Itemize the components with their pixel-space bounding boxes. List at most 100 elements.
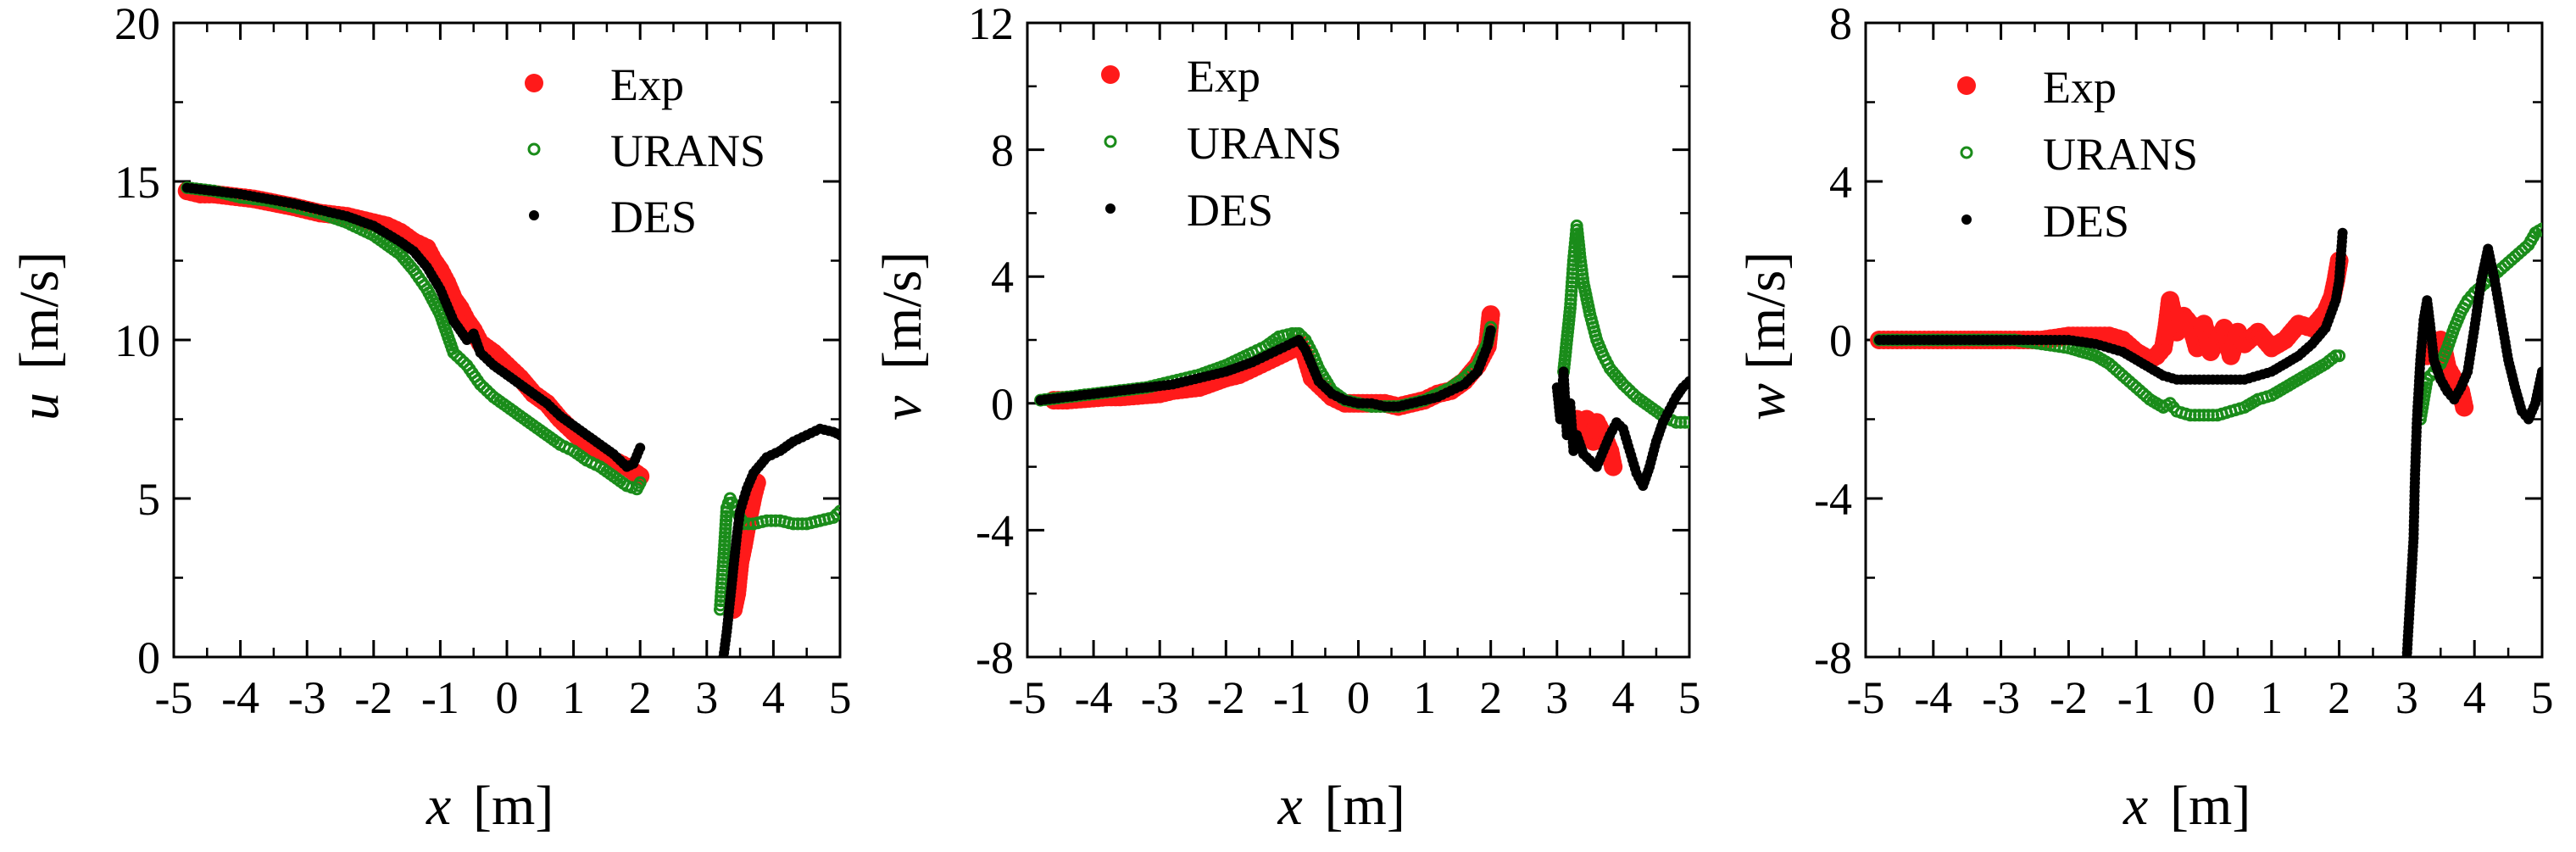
legend: Exp URANS DES bbox=[1957, 62, 2198, 247]
data-point bbox=[1485, 325, 1496, 336]
x-tick-label: -5 bbox=[1009, 672, 1047, 723]
data-point bbox=[1669, 415, 1683, 429]
y-tick-label: 0 bbox=[991, 379, 1014, 430]
data-point bbox=[833, 504, 840, 518]
x-axis-title: x [m] bbox=[426, 775, 554, 837]
x-tick-label: 1 bbox=[1413, 672, 1436, 723]
series-exp bbox=[177, 181, 766, 619]
x-axis-unit: [m] bbox=[2170, 775, 2251, 837]
data-point bbox=[717, 543, 731, 556]
y-axis-unit: [m/s] bbox=[8, 252, 70, 370]
x-tick-label: 5 bbox=[829, 672, 852, 723]
y-tick-label: 0 bbox=[1829, 315, 1852, 366]
x-tick-label: 4 bbox=[762, 672, 785, 723]
x-tick-label: 0 bbox=[496, 672, 519, 723]
data-point bbox=[1481, 305, 1500, 325]
x-tick-label: 2 bbox=[1479, 672, 1502, 723]
data-point bbox=[633, 476, 647, 489]
data-point bbox=[716, 564, 730, 577]
legend: Exp URANS DES bbox=[525, 59, 765, 242]
chart-w-velocity: w [m/s] x [m] Exp URANS DES -5 -4 -3 -2 -1 0 1… bbox=[1735, 0, 2554, 837]
y-axis-unit: [m/s] bbox=[871, 252, 933, 370]
data-point bbox=[715, 568, 729, 582]
x-tick-label: 3 bbox=[1545, 672, 1568, 723]
legend-marker-des bbox=[1961, 214, 1972, 225]
legend: Exp URANS DES bbox=[1101, 51, 1342, 236]
x-tick-label: 5 bbox=[2531, 672, 2554, 723]
data-point bbox=[480, 384, 493, 398]
x-tick-label: 2 bbox=[2328, 672, 2351, 723]
data-point bbox=[453, 352, 467, 365]
y-axis-symbol: u bbox=[8, 393, 70, 420]
plot-frame bbox=[1026, 21, 1691, 659]
x-tick-label: -1 bbox=[2117, 672, 2156, 723]
data-point bbox=[1674, 415, 1688, 429]
data-point bbox=[1564, 298, 1577, 310]
data-point bbox=[1623, 384, 1637, 398]
data-point bbox=[716, 560, 730, 573]
x-tick-label: -4 bbox=[221, 672, 259, 723]
legend-marker-exp bbox=[525, 74, 543, 92]
y-axis-title: w [m/s] bbox=[1735, 252, 1797, 420]
legend-label-exp: Exp bbox=[1187, 51, 1260, 102]
series-des bbox=[181, 182, 840, 657]
data-point bbox=[719, 518, 732, 532]
x-axis-unit: [m] bbox=[473, 775, 554, 837]
data-point bbox=[717, 551, 731, 565]
y-tick-label: 10 bbox=[114, 315, 160, 366]
data-point bbox=[1683, 415, 1689, 429]
chart-v-velocity: v [m/s] x [m] Exp URANS DES -5 -4 -3 -2 -1 0 1… bbox=[871, 0, 1701, 837]
data-point bbox=[2537, 366, 2542, 377]
legend-label-urans: URANS bbox=[610, 125, 765, 176]
plot-area bbox=[1034, 219, 1689, 491]
legend-label-urans: URANS bbox=[2043, 129, 2198, 180]
data-point bbox=[720, 514, 732, 527]
data-point bbox=[1565, 280, 1578, 293]
data-point bbox=[719, 526, 732, 540]
data-point bbox=[2333, 349, 2346, 363]
data-point bbox=[1566, 276, 1578, 289]
data-point bbox=[1684, 376, 1689, 387]
y-tick-label: -4 bbox=[976, 505, 1014, 556]
y-tick-label: 5 bbox=[137, 474, 160, 525]
data-point bbox=[1604, 457, 1623, 476]
data-point bbox=[2535, 222, 2542, 236]
y-tick-label: 8 bbox=[991, 125, 1014, 176]
y-axis-symbol: v bbox=[871, 395, 933, 420]
chart-u-velocity: u [m/s] x [m] Exp URANS DES -5 -4 -3 -2 -1 0 1… bbox=[8, 0, 852, 837]
x-tick-label: 5 bbox=[1678, 672, 1701, 723]
x-tick-label: -2 bbox=[1207, 672, 1245, 723]
legend-label-des: DES bbox=[2043, 196, 2129, 247]
y-axis-title: v [m/s] bbox=[871, 252, 933, 420]
y-tick-label: 12 bbox=[968, 0, 1014, 49]
data-point bbox=[2337, 227, 2348, 238]
x-axis-symbol: x bbox=[2123, 775, 2148, 837]
series-des bbox=[1874, 227, 2542, 657]
data-point bbox=[1678, 415, 1689, 429]
legend-marker-exp bbox=[1957, 76, 1976, 95]
data-point bbox=[719, 522, 732, 536]
legend-label-exp: Exp bbox=[2043, 62, 2117, 113]
data-point bbox=[635, 443, 646, 454]
data-point bbox=[1564, 292, 1577, 306]
y-axis-unit: [m/s] bbox=[1735, 252, 1797, 370]
y-tick-label: 0 bbox=[137, 632, 160, 683]
series-des bbox=[1035, 325, 1689, 491]
x-tick-label: -3 bbox=[1141, 672, 1179, 723]
x-tick-label: -3 bbox=[288, 672, 326, 723]
data-point bbox=[2455, 398, 2474, 417]
data-point bbox=[835, 430, 840, 441]
legend-marker-des bbox=[1105, 203, 1116, 214]
y-tick-label: 4 bbox=[1829, 157, 1852, 208]
x-tick-label: -2 bbox=[354, 672, 392, 723]
x-tick-label: 3 bbox=[2395, 672, 2418, 723]
x-tick-label: 1 bbox=[2260, 672, 2283, 723]
x-tick-label: -1 bbox=[1273, 672, 1311, 723]
legend-marker-des bbox=[529, 210, 539, 220]
data-point bbox=[1565, 288, 1577, 302]
y-tick-label: 20 bbox=[114, 0, 160, 49]
x-tick-label: 0 bbox=[2193, 672, 2216, 723]
x-tick-label: 2 bbox=[629, 672, 652, 723]
x-axis-symbol: x bbox=[1277, 775, 1303, 837]
